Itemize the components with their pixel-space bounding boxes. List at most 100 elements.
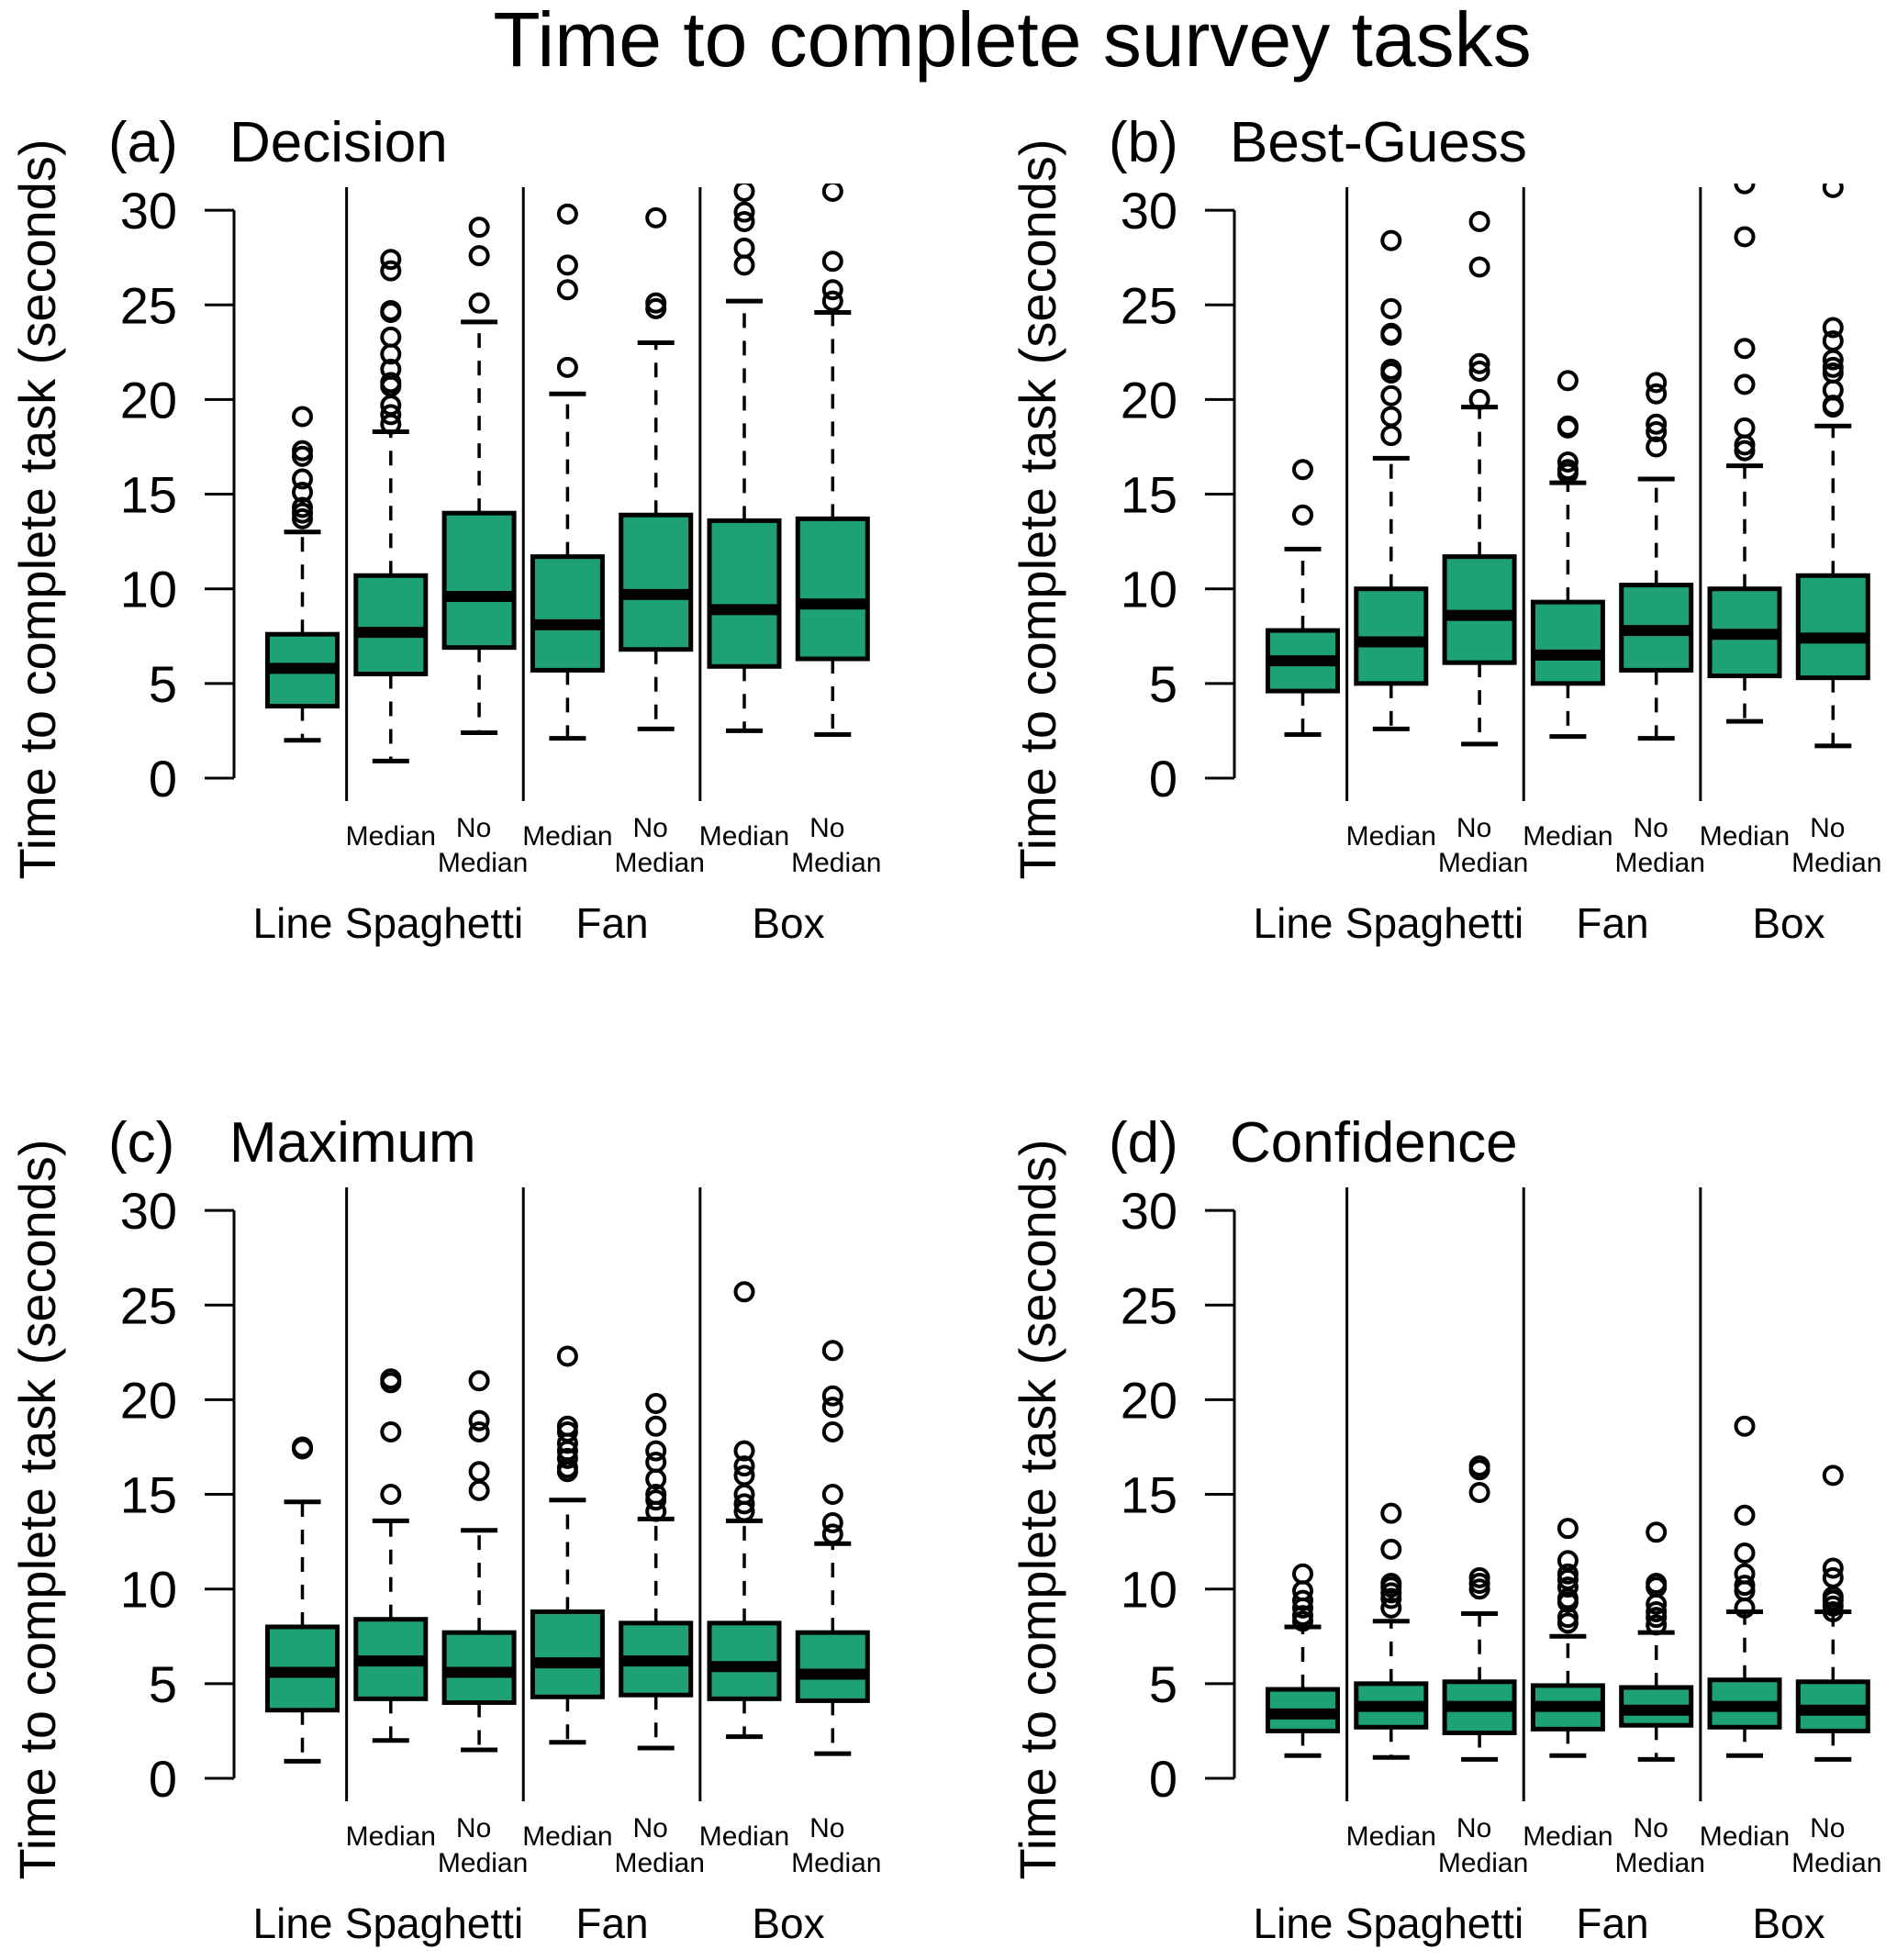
outliers [292,406,313,529]
outlier-point [1292,1605,1313,1627]
y-tick-label: 25 [120,1276,177,1334]
outlier-point [1380,229,1402,251]
outlier-point [1468,1566,1490,1588]
outliers [1468,210,1490,410]
outliers [556,203,578,378]
outlier-point [556,279,578,301]
iqr-box [619,512,694,652]
outliers [1557,1518,1579,1634]
sub-label: No [1810,1813,1845,1843]
outlier-point [1822,356,1844,378]
box-fan-no-median [1619,1521,1694,1762]
outliers [1822,1464,1844,1622]
outlier-point [1557,370,1579,392]
outlier-point [821,1385,843,1407]
sub-label: No [1810,813,1845,843]
outlier-point [1557,451,1579,473]
outliers [292,1436,313,1460]
sub-label: No [456,813,491,843]
iqr-box [530,554,605,673]
outlier-point [1734,1542,1756,1565]
sub-label: No [633,813,668,843]
box-fan-no-median [619,1393,694,1751]
outlier-point [821,1397,843,1419]
outlier-point [380,1368,402,1390]
box-spaghetti-median [353,1368,429,1743]
box-spaghetti-median [1354,1502,1429,1760]
outlier-point [1734,1575,1756,1597]
outlier-point [292,1436,313,1458]
outliers [556,1345,578,1483]
sub-label: Median [1346,821,1436,852]
y-tick-label: 0 [1149,750,1177,807]
sub-label: Median [1438,1848,1528,1878]
outlier-point [556,254,578,276]
outliers [1734,184,1756,462]
sub-label: Median [346,1821,436,1852]
outlier-point [645,1484,667,1506]
sub-label: Median [699,821,789,852]
panel-tag: (d) [1109,1111,1178,1175]
x-category-label: Box [1752,899,1824,947]
outlier-point [1292,1563,1313,1585]
panel-decision: (a) Decision Time to complete task (second… [8,111,882,947]
outlier-point [1734,1504,1756,1526]
outlier-point [1380,1538,1402,1560]
outliers [1557,370,1579,484]
sub-label: Median [1791,848,1881,878]
outlier-point [1734,1415,1756,1437]
iqr-box [353,573,429,677]
y-tick-label: 0 [149,1750,177,1808]
outlier-point [1646,1521,1668,1543]
y-tick-label: 5 [149,1655,177,1713]
outliers [1646,372,1668,458]
outlier-point [1380,1502,1402,1524]
y-tick-label: 20 [1121,371,1177,429]
outlier-point [1734,184,1756,195]
box-spaghetti-no-median [1442,210,1517,747]
outlier-point [821,184,843,202]
outlier-point [1292,504,1313,526]
outlier-point [733,210,755,232]
y-tick-label: 10 [1121,561,1177,618]
sub-label: Median [1438,848,1528,878]
outlier-point [1822,395,1844,417]
sub-label: No [1634,813,1668,843]
outlier-point [556,356,578,378]
x-category-label: Spaghetti [1345,1899,1523,1947]
outlier-point [1734,373,1756,395]
box-spaghetti-median [1354,229,1429,731]
iqr-box [795,1630,870,1703]
box-box-no-median [795,1340,870,1756]
box-box-median [1707,1415,1782,1758]
sub-label: Median [438,1848,528,1878]
sub-label: Median [1791,1848,1881,1878]
outlier-point [1734,226,1756,248]
y-tick-label: 15 [1121,1466,1177,1524]
panel-tag: (a) [108,111,178,174]
outlier-point [1292,459,1313,481]
outlier-point [468,217,490,239]
y-tick-label: 25 [1121,1276,1177,1334]
y-tick-label: 15 [1121,466,1177,524]
outlier-point [733,184,755,202]
outliers [1380,1502,1402,1619]
box-fan-no-median [1619,372,1694,741]
outlier-point [1468,352,1490,374]
outlier-point [1822,329,1844,351]
outlier-point [733,1464,755,1487]
outlier-point [380,249,402,271]
outlier-point [733,1440,755,1462]
outlier-point [821,251,843,273]
y-tick-label: 30 [1121,182,1177,239]
outlier-point [821,1511,843,1533]
outlier-point [1468,360,1490,382]
y-axis-label: Time to complete task (seconds) [8,139,66,879]
iqr-box [1354,586,1429,686]
outlier-point [1292,1589,1313,1611]
y-axis-label: Time to complete task (seconds) [8,1139,66,1879]
box-spaghetti-no-median [441,217,517,735]
outlier-point [468,1461,490,1483]
outliers [1380,229,1402,447]
outlier-point [1557,1550,1579,1572]
